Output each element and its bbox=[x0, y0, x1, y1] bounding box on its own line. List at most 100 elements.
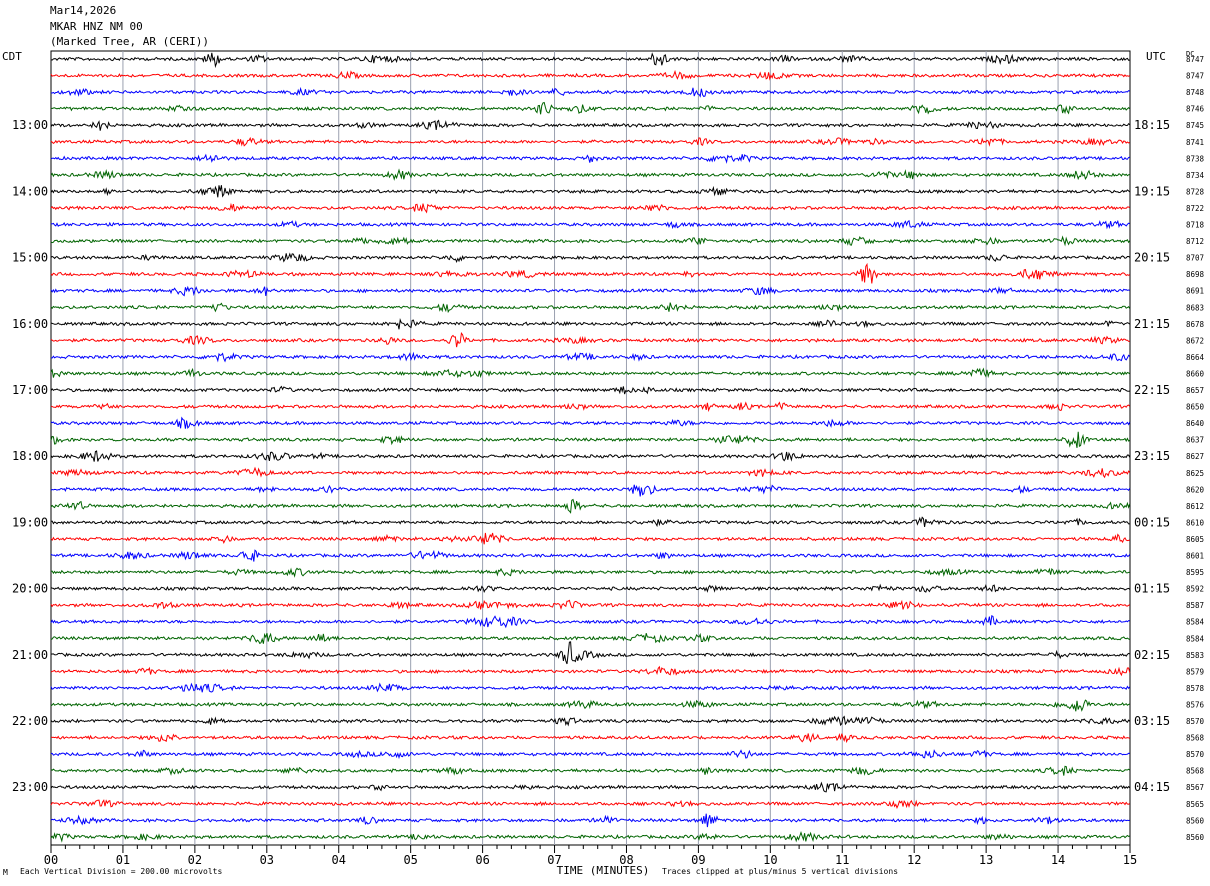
plot-frame bbox=[50, 50, 1131, 846]
dc-offset-label: 8578 bbox=[1186, 684, 1205, 693]
seismic-trace bbox=[50, 749, 1130, 760]
utc-hour-label: 03:15 bbox=[1134, 714, 1170, 728]
cdt-hour-label: 15:00 bbox=[12, 251, 48, 265]
dc-offset-label: 8605 bbox=[1186, 535, 1204, 544]
dc-offset-label: 8568 bbox=[1186, 767, 1205, 776]
dc-offset-label: 8678 bbox=[1186, 320, 1205, 329]
seismic-trace bbox=[50, 498, 1131, 514]
x-tick-label: 04 bbox=[332, 853, 346, 867]
seismic-trace bbox=[50, 262, 1131, 284]
x-tick-label: 02 bbox=[188, 853, 202, 867]
x-tick-label: 08 bbox=[619, 853, 633, 867]
dc-offset-label: 8583 bbox=[1186, 651, 1204, 660]
seismic-trace bbox=[50, 450, 1131, 462]
seismic-trace bbox=[50, 153, 1130, 164]
station-code: MKAR HNZ NM 00 bbox=[50, 20, 143, 33]
cdt-hour-label: 23:00 bbox=[12, 780, 48, 794]
dc-offset-label: 8738 bbox=[1186, 154, 1205, 163]
seismic-trace bbox=[50, 665, 1131, 677]
dc-offset-label: 8734 bbox=[1186, 171, 1205, 180]
seismic-trace bbox=[50, 466, 1131, 479]
seismic-trace bbox=[50, 101, 1131, 115]
cdt-hour-label: 16:00 bbox=[12, 317, 48, 331]
seismic-trace bbox=[50, 813, 1130, 828]
utc-hour-label: 21:15 bbox=[1134, 317, 1170, 331]
dc-offset-label: 8579 bbox=[1186, 667, 1204, 676]
utc-hour-label: 02:15 bbox=[1134, 648, 1170, 662]
utc-hour-label: 22:15 bbox=[1134, 383, 1170, 397]
dc-column-label: DC bbox=[1186, 50, 1195, 58]
x-axis-label: TIME (MINUTES) bbox=[557, 864, 650, 877]
seismic-trace bbox=[50, 765, 1131, 776]
cdt-hour-label: 19:00 bbox=[12, 515, 48, 529]
dc-offset-label: 8712 bbox=[1186, 237, 1204, 246]
clip-note: Traces clipped at plus/minus 5 vertical … bbox=[662, 867, 899, 876]
right-timezone-label: UTC bbox=[1146, 50, 1166, 63]
dc-offset-label: 8592 bbox=[1186, 585, 1204, 594]
seismic-trace bbox=[51, 86, 1130, 98]
seismic-trace bbox=[50, 516, 1130, 528]
dc-offset-label: 8672 bbox=[1186, 336, 1204, 345]
seismic-trace bbox=[50, 185, 1131, 198]
dc-offset-label: 8722 bbox=[1186, 204, 1204, 213]
dc-offset-label: 8595 bbox=[1186, 568, 1204, 577]
record-date: Mar14,2026 bbox=[50, 4, 117, 17]
seismic-trace bbox=[50, 331, 1130, 348]
x-tick-label: 06 bbox=[475, 853, 489, 867]
seismic-trace bbox=[50, 351, 1131, 363]
seismic-trace bbox=[50, 385, 1130, 395]
x-tick-label: 09 bbox=[691, 853, 705, 867]
seismic-trace bbox=[50, 641, 1130, 665]
dc-offset-label: 8728 bbox=[1186, 187, 1205, 196]
cdt-hour-label: 13:00 bbox=[12, 118, 48, 132]
x-tick-label: 01 bbox=[116, 853, 130, 867]
seismic-trace bbox=[50, 682, 1131, 693]
seismic-trace bbox=[50, 168, 1130, 181]
x-tick-label: 14 bbox=[1051, 853, 1065, 867]
seismic-trace bbox=[50, 799, 1131, 809]
seismic-trace bbox=[50, 715, 1131, 727]
dc-offset-label: 8683 bbox=[1186, 303, 1204, 312]
x-tick-label: 15 bbox=[1123, 853, 1137, 867]
seismic-trace bbox=[50, 119, 1131, 131]
dc-offset-label: 8698 bbox=[1186, 270, 1205, 279]
x-tick-label: 00 bbox=[44, 853, 58, 867]
seismic-trace bbox=[50, 484, 1131, 497]
dc-offset-label: 8664 bbox=[1186, 353, 1205, 362]
x-tick-label: 07 bbox=[547, 853, 561, 867]
seismic-trace bbox=[50, 599, 1131, 611]
cdt-hour-label: 14:00 bbox=[12, 184, 48, 198]
dc-offset-label: 8650 bbox=[1186, 403, 1205, 412]
corner-mark: M bbox=[3, 868, 8, 877]
seismic-trace bbox=[50, 202, 1131, 214]
dc-offset-label: 8576 bbox=[1186, 700, 1205, 709]
seismic-trace bbox=[50, 416, 1131, 430]
seismic-trace bbox=[50, 367, 1131, 379]
cdt-hour-label: 18:00 bbox=[12, 449, 48, 463]
dc-offset-label: 8601 bbox=[1186, 552, 1204, 561]
x-tick-label: 03 bbox=[260, 853, 274, 867]
dc-offset-label: 8560 bbox=[1186, 833, 1205, 842]
dc-offset-label: 8745 bbox=[1186, 121, 1204, 130]
dc-offset-label: 8565 bbox=[1186, 800, 1204, 809]
left-timezone-label: CDT bbox=[2, 50, 22, 63]
dc-offset-label: 8627 bbox=[1186, 452, 1204, 461]
seismic-trace bbox=[50, 632, 1131, 645]
seismic-trace bbox=[50, 302, 1131, 314]
seismic-trace bbox=[50, 235, 1131, 247]
cdt-hour-label: 20:00 bbox=[12, 582, 48, 596]
seismic-trace bbox=[51, 219, 1130, 230]
seismic-trace bbox=[50, 317, 1131, 330]
seismic-trace bbox=[50, 699, 1130, 712]
dc-offset-label: 8660 bbox=[1186, 369, 1205, 378]
cdt-hour-label: 17:00 bbox=[12, 383, 48, 397]
dc-offset-label: 8612 bbox=[1186, 502, 1204, 511]
seismic-trace bbox=[50, 567, 1130, 578]
dc-offset-label: 8637 bbox=[1186, 436, 1204, 445]
utc-hour-label: 19:15 bbox=[1134, 184, 1170, 198]
x-tick-label: 10 bbox=[763, 853, 777, 867]
seismic-trace bbox=[50, 52, 1130, 69]
dc-offset-label: 8691 bbox=[1186, 287, 1204, 296]
seismic-trace bbox=[50, 401, 1131, 413]
